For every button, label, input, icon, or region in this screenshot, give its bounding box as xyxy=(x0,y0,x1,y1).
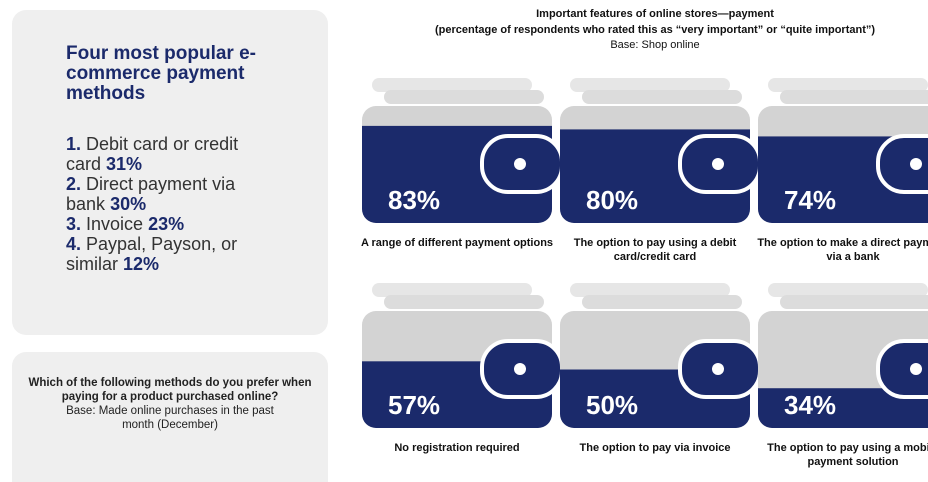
wallet-paper xyxy=(384,90,544,104)
value-label: 57% xyxy=(388,390,440,420)
wallet-clasp xyxy=(876,134,928,194)
method-share: 30% xyxy=(110,194,147,214)
method-share: 31% xyxy=(106,154,143,174)
wallet-paper xyxy=(780,90,928,104)
wallet-paper xyxy=(372,78,532,92)
wallet-paper xyxy=(582,90,742,104)
method-text: Debit card or credit card xyxy=(66,134,239,174)
method-text: Paypal, Payson, or similar xyxy=(66,234,238,274)
wallet-button xyxy=(910,363,922,375)
chart-note: Base: Shop online xyxy=(610,39,700,51)
method-number: 1. xyxy=(66,134,82,154)
wallet-paper xyxy=(768,283,928,297)
category-label: No registration required xyxy=(394,442,520,454)
method-share: 12% xyxy=(123,254,160,274)
question-box: Which of the following methods do you pr… xyxy=(12,352,328,482)
wallet-button xyxy=(514,363,526,375)
wallet-paper xyxy=(570,283,730,297)
method-item: 3. Invoice 23% xyxy=(66,214,266,234)
method-number: 2. xyxy=(66,174,82,194)
wallet-paper xyxy=(768,78,928,92)
method-share: 23% xyxy=(148,214,185,234)
method-item: 1. Debit card or credit card 31% xyxy=(66,134,266,174)
category-label: The option to pay via invoice xyxy=(579,442,731,454)
wallet-clasp xyxy=(876,339,928,399)
category-label: The option to make a direct payment via … xyxy=(757,237,928,263)
wallet-paper xyxy=(372,283,532,297)
value-label: 50% xyxy=(586,390,638,420)
wallet-button xyxy=(910,158,922,170)
wallet-button xyxy=(712,158,724,170)
method-number: 4. xyxy=(66,234,82,254)
value-label: 80% xyxy=(586,185,638,215)
chart-title: Important features of online stores—paym… xyxy=(536,8,774,20)
wallet-button xyxy=(514,158,526,170)
chart: 83% 80% 74% 57% 50% 34% xyxy=(362,78,928,428)
method-number: 3. xyxy=(66,214,82,234)
question: Which of the following methods do you pr… xyxy=(28,377,312,403)
method-item: 2. Direct payment via bank 30% xyxy=(66,174,266,214)
wallet-button xyxy=(712,363,724,375)
sidebar: Four most popular e-commerce payment met… xyxy=(12,10,328,335)
method-text: Invoice xyxy=(86,214,144,234)
chart-subtitle: (percentage of respondents who rated thi… xyxy=(434,24,876,36)
wallet-paper xyxy=(570,78,730,92)
wallet-paper xyxy=(780,295,928,309)
category-label: The option to pay using a debit card/cre… xyxy=(573,237,737,263)
method-text: Direct payment via bank xyxy=(66,174,236,214)
question-base: Base: Made online purchases in the past … xyxy=(66,405,274,431)
value-label: 34% xyxy=(784,390,836,420)
category-label: A range of different payment options xyxy=(360,237,554,249)
sidebar-title: Four most popular e-commerce payment met… xyxy=(66,43,256,104)
value-label: 83% xyxy=(388,185,440,215)
method-list: 1. Debit card or credit card 31% 2. Direc… xyxy=(66,134,266,274)
page: Four most popular e-commerce payment met… xyxy=(12,8,928,482)
value-label: 74% xyxy=(784,185,836,215)
wallet-paper xyxy=(384,295,544,309)
method-item: 4. Paypal, Payson, or similar 12% xyxy=(66,234,266,274)
wallet-paper xyxy=(582,295,742,309)
